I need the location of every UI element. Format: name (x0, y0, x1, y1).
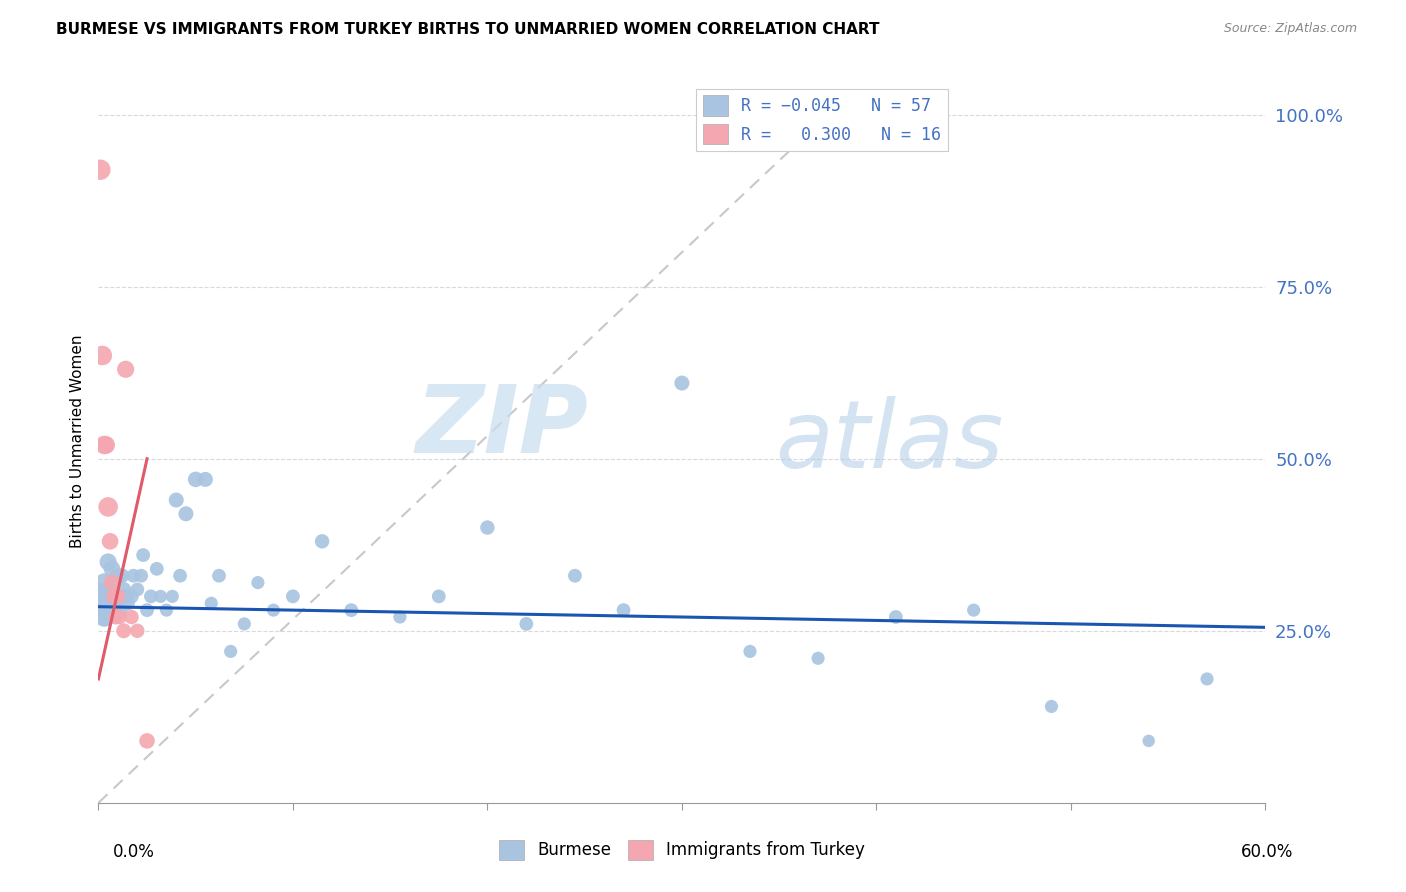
Point (101, 575, 124, 590)
Point (477, 520, 499, 534)
Point (107, 590, 129, 604)
Point (174, 507, 197, 521)
Y-axis label: Births to Unmarried Women: Births to Unmarried Women (69, 334, 84, 549)
Point (93, 575, 115, 590)
Text: atlas: atlas (775, 396, 1004, 487)
Point (103, 603, 125, 617)
Point (97, 555, 120, 569)
Point (108, 610, 131, 624)
Point (89, 590, 111, 604)
Point (738, 644, 761, 658)
Point (162, 590, 184, 604)
Point (132, 548, 155, 562)
Legend: Burmese, Immigrants from Turkey: Burmese, Immigrants from Turkey (492, 833, 872, 867)
Point (117, 596, 139, 610)
Point (219, 644, 242, 658)
Point (200, 596, 222, 610)
Point (139, 590, 162, 604)
Point (89, 162, 111, 177)
Point (98, 582, 121, 597)
Point (149, 590, 172, 604)
Point (91, 349, 114, 363)
Point (671, 376, 693, 390)
Point (91, 603, 114, 617)
Point (613, 603, 636, 617)
Point (104, 610, 127, 624)
Point (121, 610, 143, 624)
Point (127, 624, 149, 638)
Point (103, 590, 125, 604)
Text: 60.0%: 60.0% (1241, 843, 1294, 861)
Point (311, 534, 333, 549)
Point (233, 616, 256, 631)
Point (129, 568, 152, 582)
Point (101, 562, 124, 576)
Text: BURMESE VS IMMIGRANTS FROM TURKEY BIRTHS TO UNMARRIED WOMEN CORRELATION CHART: BURMESE VS IMMIGRANTS FROM TURKEY BIRTHS… (56, 22, 880, 37)
Point (208, 568, 231, 582)
Point (146, 562, 169, 576)
Point (127, 582, 149, 597)
Point (281, 590, 304, 604)
Point (564, 568, 586, 582)
Point (107, 568, 129, 582)
Point (114, 590, 136, 604)
Point (427, 590, 450, 604)
Point (246, 575, 269, 590)
Point (1195, 672, 1218, 686)
Point (108, 603, 131, 617)
Point (262, 603, 284, 617)
Text: ZIP: ZIP (416, 381, 589, 473)
Point (884, 610, 907, 624)
Point (807, 651, 830, 665)
Point (96, 590, 118, 604)
Point (96, 610, 118, 624)
Point (340, 603, 363, 617)
Point (169, 568, 191, 582)
Point (104, 596, 127, 610)
Point (98, 534, 121, 549)
Point (112, 624, 135, 638)
Point (93, 610, 115, 624)
Point (1040, 699, 1063, 714)
Text: Source: ZipAtlas.com: Source: ZipAtlas.com (1223, 22, 1357, 36)
Point (165, 493, 187, 508)
Point (96, 438, 118, 452)
Point (136, 734, 159, 748)
Point (194, 472, 217, 486)
Point (136, 603, 159, 617)
Text: 0.0%: 0.0% (112, 843, 155, 861)
Point (121, 590, 143, 604)
Point (962, 603, 984, 617)
Point (97, 500, 120, 514)
Point (122, 568, 145, 582)
Point (114, 362, 136, 376)
Point (184, 472, 207, 486)
Point (155, 603, 177, 617)
Point (111, 568, 134, 582)
Point (97, 596, 120, 610)
Point (515, 616, 537, 631)
Point (388, 610, 411, 624)
Point (1137, 734, 1160, 748)
Point (112, 582, 135, 597)
Point (93, 438, 115, 452)
